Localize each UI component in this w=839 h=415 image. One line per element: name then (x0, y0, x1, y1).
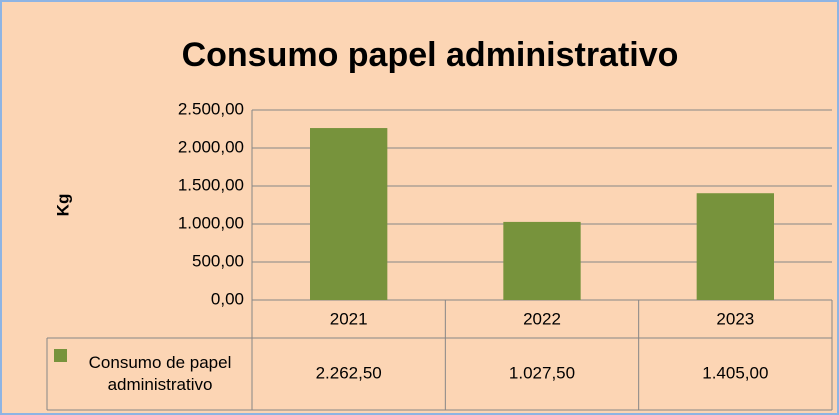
x-tick-label: 2023 (716, 309, 754, 328)
table-value: 1.027,50 (509, 363, 575, 382)
legend-key (54, 349, 67, 362)
table-value: 1.405,00 (702, 363, 768, 382)
bar (310, 128, 388, 300)
x-tick-label: 2022 (523, 309, 561, 328)
y-tick-label: 500,00 (192, 251, 244, 270)
y-tick-label: 1.000,00 (178, 213, 244, 232)
y-tick-label: 1.500,00 (178, 175, 244, 194)
y-axis-label: Kg (53, 194, 72, 217)
y-tick-label: 2.000,00 (178, 137, 244, 156)
chart-title: Consumo papel administrativo (182, 36, 679, 74)
bar (696, 193, 774, 300)
y-tick-label: 0,00 (211, 289, 244, 308)
x-tick-label: 2021 (330, 309, 368, 328)
y-tick-label: 2.500,00 (178, 99, 244, 118)
legend-label: Consumo de papel administrativo (88, 353, 232, 394)
table-value: 2.262,50 (316, 363, 382, 382)
bar (503, 221, 581, 300)
